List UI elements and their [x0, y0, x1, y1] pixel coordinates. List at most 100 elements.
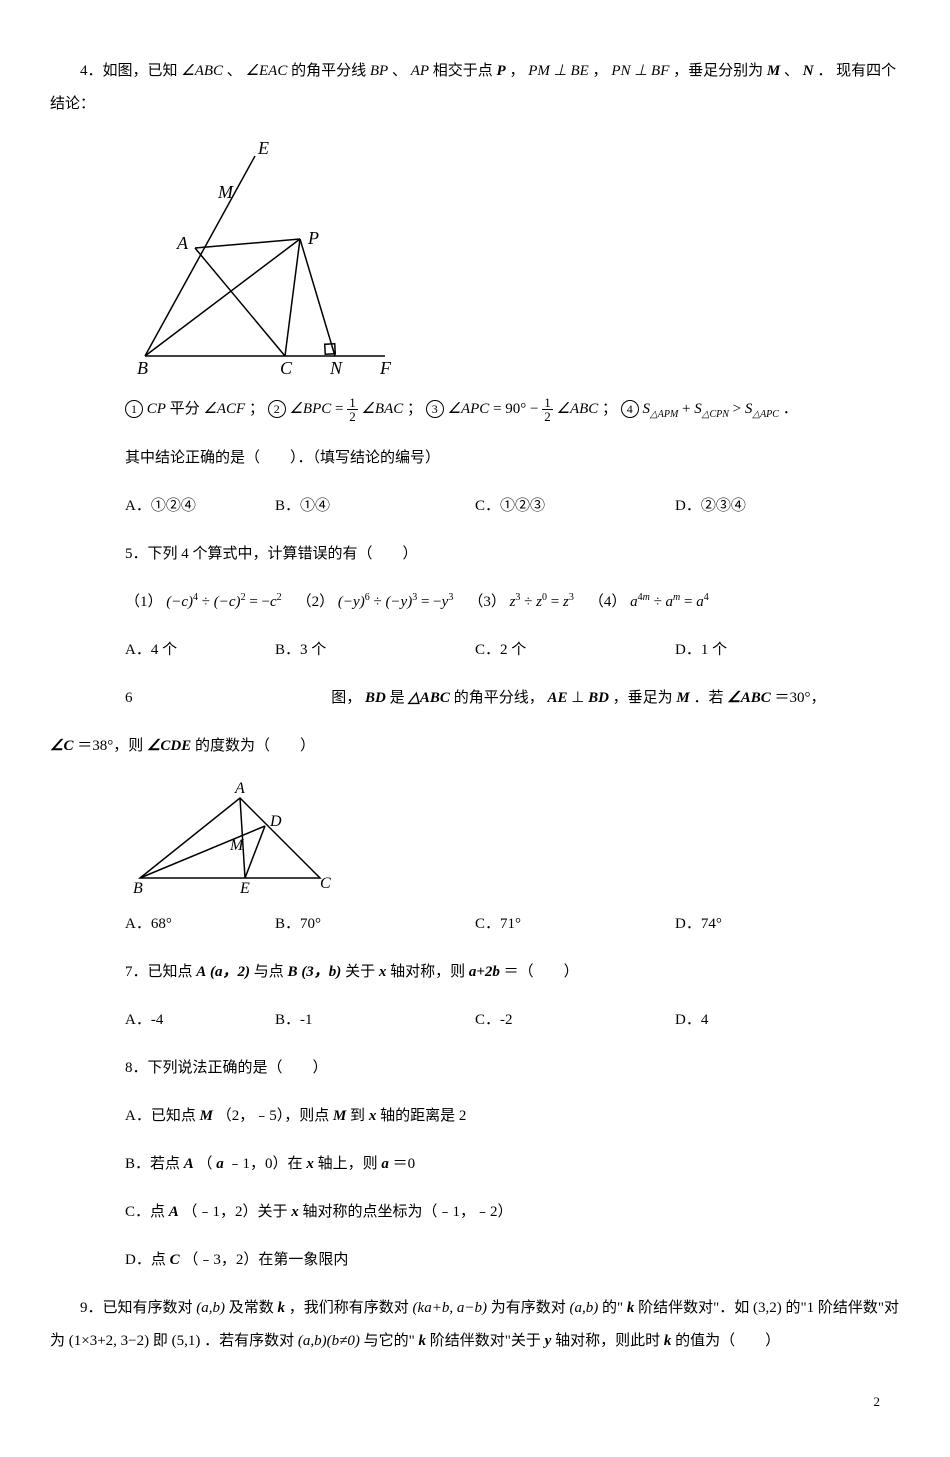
- t: P: [497, 63, 506, 79]
- lbl-F: F: [379, 358, 392, 376]
- q8-a[interactable]: A．已知点 M （2，﹣5），则点 M 到 x 轴的距离是 2: [50, 1100, 900, 1133]
- q7-opt-c[interactable]: C．-2: [475, 1004, 675, 1037]
- q6-opt-b[interactable]: B．70°: [275, 908, 475, 941]
- t: B: [288, 964, 298, 980]
- t: ；: [602, 401, 617, 417]
- q4-opt-a[interactable]: A．①②④: [125, 490, 275, 523]
- lbl-P: P: [307, 228, 319, 248]
- q5-opt-c[interactable]: C．2 个: [475, 634, 675, 667]
- t: （2，﹣5），则点: [217, 1108, 330, 1124]
- t: M: [676, 690, 689, 706]
- t: 7．已知点: [125, 964, 193, 980]
- t: 平分: [170, 401, 200, 417]
- t: △ABC: [408, 690, 450, 706]
- lbl-B: B: [133, 880, 143, 897]
- t: （3）: [468, 594, 506, 610]
- t: (3，b): [301, 964, 341, 980]
- c3: 3: [426, 400, 444, 418]
- q4-opt-d[interactable]: D．②③④: [675, 490, 746, 523]
- t: PM ⊥ BE: [528, 63, 589, 79]
- t: ∠APC: [448, 401, 490, 417]
- q6-opt-d[interactable]: D．74°: [675, 908, 722, 941]
- t: M: [767, 63, 780, 79]
- t: BD: [365, 690, 386, 706]
- t: ＝0: [393, 1156, 416, 1172]
- t: [133, 690, 328, 706]
- t: AE: [547, 690, 567, 706]
- q6-opt-a[interactable]: A．68°: [125, 908, 275, 941]
- t: （: [198, 1156, 213, 1172]
- q8-stem: 8．下列说法正确的是（ ）: [50, 1052, 900, 1085]
- q5-opt-a[interactable]: A．4 个: [125, 634, 275, 667]
- t: ，: [509, 63, 524, 79]
- q4-abc: ∠ABC: [181, 63, 223, 79]
- q4-opt-b[interactable]: B．①④: [275, 490, 475, 523]
- t: 即: [153, 1333, 168, 1349]
- t: M: [333, 1108, 346, 1124]
- t: (1×3+2, 3−2): [69, 1333, 149, 1349]
- q4-eac: ∠EAC: [246, 63, 288, 79]
- t: 6: [125, 690, 133, 706]
- t: ⊥: [571, 690, 584, 706]
- t: 为有序数对: [491, 1300, 566, 1316]
- t: ∠ABC: [727, 690, 770, 706]
- q8-d[interactable]: D．点 C （﹣3，2）在第一象限内: [50, 1244, 900, 1277]
- lbl-D: D: [269, 813, 282, 830]
- t: A: [196, 964, 206, 980]
- t: ∠ACF: [203, 401, 245, 417]
- t: ．: [817, 63, 832, 79]
- t: A．已知点: [125, 1108, 196, 1124]
- t: ．若有序数对: [204, 1333, 294, 1349]
- t: （4）: [589, 594, 627, 610]
- t: ∠BPC: [289, 401, 331, 417]
- t: ；: [407, 401, 422, 417]
- t: ＝38°，则: [77, 738, 143, 754]
- t: y: [545, 1333, 552, 1349]
- q4-conclusions: 1 CP 平分 ∠ACF ； 2 ∠BPC = 12 ∠BAC ； 3 ∠APC…: [50, 391, 900, 427]
- lbl-C: C: [280, 358, 293, 376]
- t: 轴上，则: [318, 1156, 378, 1172]
- t: △APM: [650, 409, 678, 420]
- c2: 2: [268, 400, 286, 418]
- t: 阶结伴数对"关于: [430, 1333, 541, 1349]
- t: PN ⊥ BF: [611, 63, 669, 79]
- q5-opt-b[interactable]: B．3 个: [275, 634, 475, 667]
- t: （﹣3，2）在第一象限内: [183, 1252, 348, 1268]
- q6-opt-c[interactable]: C．71°: [475, 908, 675, 941]
- t: 90°: [505, 401, 526, 417]
- lbl-E: E: [257, 138, 269, 158]
- q6-options: A．68° B．70° C．71° D．74°: [50, 908, 900, 941]
- q7-opt-d[interactable]: D．4: [675, 1004, 708, 1037]
- t: (ka+b, a−b): [413, 1300, 487, 1316]
- t: N: [803, 63, 814, 79]
- q8-c[interactable]: C．点 A （﹣1，2）关于 x 轴对称的点坐标为（﹣1，﹣2）: [50, 1196, 900, 1229]
- q4-opt-c[interactable]: C．①②③: [475, 490, 675, 523]
- t: ＝（ ）: [504, 964, 579, 980]
- q8-b[interactable]: B．若点 A （ a ﹣1，0）在 x 轴上，则 a ＝0: [50, 1148, 900, 1181]
- q7-opt-b[interactable]: B．-1: [275, 1004, 475, 1037]
- t: 到: [350, 1108, 365, 1124]
- t: k: [278, 1300, 286, 1316]
- lbl-C: C: [320, 875, 331, 892]
- t: a: [381, 1156, 389, 1172]
- t: ，我们称有序数对: [289, 1300, 409, 1316]
- t: 与它的": [364, 1333, 415, 1349]
- t: (a,b)(b≠0): [298, 1333, 360, 1349]
- t: ，垂足为: [613, 690, 673, 706]
- t: CP: [147, 401, 166, 417]
- lbl-A: A: [234, 780, 245, 797]
- t: ∠BAC: [361, 401, 403, 417]
- t: C: [170, 1252, 180, 1268]
- q7-opt-a[interactable]: A．-4: [125, 1004, 275, 1037]
- t: ＝30°，: [775, 690, 826, 706]
- q5-opt-d[interactable]: D．1 个: [675, 634, 727, 667]
- lbl-A: A: [176, 233, 189, 253]
- t: k: [627, 1300, 635, 1316]
- q5-options: A．4 个 B．3 个 C．2 个 D．1 个: [50, 634, 900, 667]
- q4-diagram: E M A P B C N F: [125, 136, 395, 376]
- q7-options: A．-4 B．-1 C．-2 D．4: [50, 1004, 900, 1037]
- lbl-E: E: [239, 880, 250, 897]
- t: (3,2): [753, 1300, 782, 1316]
- t: B．若点: [125, 1156, 180, 1172]
- lbl-N: N: [329, 358, 343, 376]
